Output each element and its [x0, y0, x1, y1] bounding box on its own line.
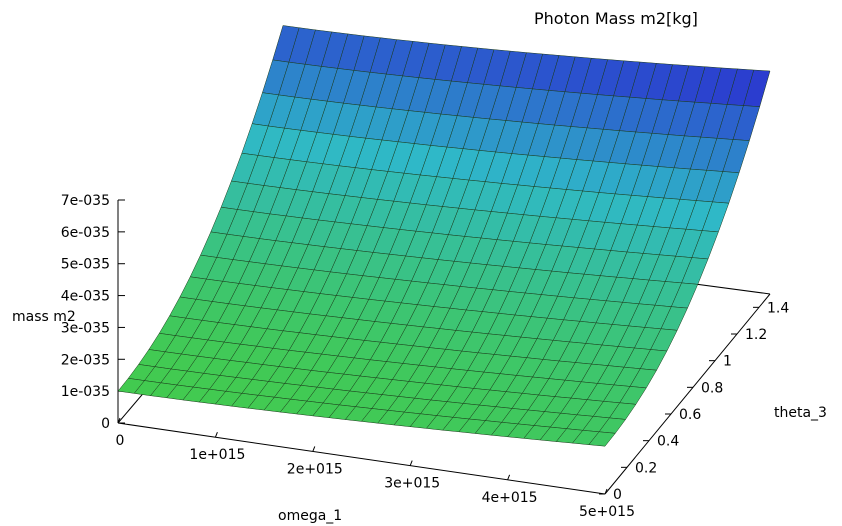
chart-title: Photon Mass m2[kg] [534, 9, 698, 28]
surface-mesh [117, 25, 771, 447]
z-tick-label: 3e-035 [61, 320, 110, 336]
z-tick-label: 4e-035 [61, 289, 110, 305]
z-axis-label: mass m2 [12, 309, 76, 325]
z-tick-label: 2e-035 [61, 352, 110, 368]
x-tick-label: 5e+015 [579, 504, 635, 520]
x-axis-line [117, 422, 606, 495]
y-tick-label: 0.6 [679, 407, 701, 423]
x-tick [312, 446, 316, 452]
x-tick-label: 4e+015 [482, 490, 538, 506]
x-tick-label: 3e+015 [384, 476, 440, 492]
x-tick-label: 1e+015 [189, 447, 245, 463]
x-tick [507, 474, 511, 480]
y-tick-label: 0.4 [657, 434, 679, 450]
z-tick-label: 6e-035 [61, 225, 110, 241]
x-tick-label: 0 [116, 433, 125, 449]
x-axis-label: omega_1 [278, 508, 342, 524]
z-ticks: 0 1e-035 2e-035 3e-035 4e-035 5e-035 6e-035 7e-… [61, 193, 125, 432]
z-tick-label: 1e-035 [61, 384, 110, 400]
y-tick-label: 1 [723, 354, 732, 370]
x-tick [214, 432, 218, 438]
x-tick [604, 488, 608, 495]
surface-cell [588, 431, 616, 447]
x-tick [409, 460, 413, 466]
y-tick-label: 0 [613, 487, 622, 503]
x-ticks: 0 1e+015 2e+015 3e+015 4e+015 5e+015 [116, 417, 635, 520]
y-tick-label: 1.2 [745, 327, 767, 343]
z-tick-label: 7e-035 [61, 193, 110, 209]
x-tick-label: 2e+015 [287, 461, 343, 477]
x-tick [117, 417, 121, 424]
y-tick-label: 0.8 [701, 380, 723, 396]
z-tick-label: 5e-035 [61, 257, 110, 273]
y-ticks: 0 0.20.40.60.81 1.21.4 [599, 300, 789, 503]
y-tick-label: 0.2 [635, 460, 657, 476]
y-axis-line [604, 293, 771, 495]
y-tick-label: 1.4 [767, 300, 789, 316]
z-tick-label: 0 [101, 416, 110, 432]
y-axis-label: theta_3 [774, 405, 827, 421]
